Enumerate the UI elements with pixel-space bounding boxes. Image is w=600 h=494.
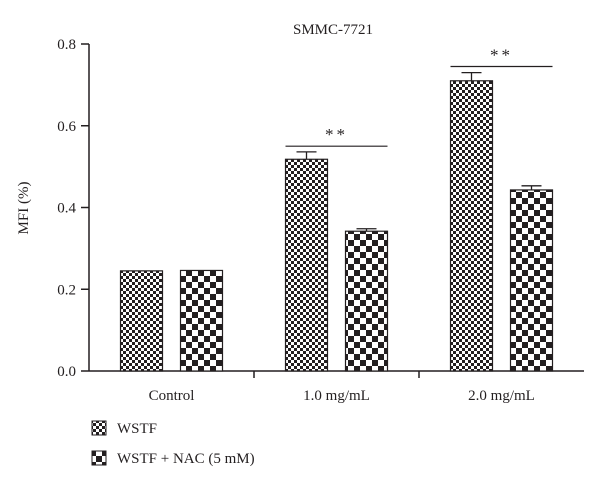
y-tick-label: 0.6	[57, 119, 76, 135]
legend-swatch	[91, 450, 107, 466]
x-tick-label: 1.0 mg/mL	[303, 388, 370, 404]
bar-wstf-nac	[179, 269, 224, 372]
legend-swatch	[91, 420, 107, 436]
x-tick-label: 2.0 mg/mL	[468, 388, 535, 404]
bar-wstf	[119, 270, 164, 372]
chart-title: SMMC-7721	[293, 22, 373, 38]
significance-label: **	[325, 125, 348, 144]
y-tick-label: 0.2	[57, 282, 76, 298]
y-tick-label: 0.0	[57, 364, 76, 380]
y-tick-label: 0.4	[57, 201, 76, 217]
legend-label: WSTF + NAC (5 mM)	[117, 451, 255, 467]
bar-wstf	[284, 158, 329, 372]
legend: WSTF WSTF + NAC (5 mM)	[91, 420, 255, 467]
bar-wstf	[449, 80, 494, 372]
y-axis-label: MFI (%)	[16, 182, 32, 235]
bar-wstf-nac	[509, 189, 554, 372]
x-tick-label: Control	[149, 388, 195, 404]
y-tick-label: 0.8	[57, 37, 76, 53]
legend-label: WSTF	[117, 421, 157, 437]
plot-area: 0.0 0.2 0.4 0.6 0.8 Control 1.0 mg/mL 2.0 mg/mL…	[57, 37, 584, 404]
bar-wstf-nac	[344, 230, 389, 372]
significance-label: **	[490, 45, 513, 64]
